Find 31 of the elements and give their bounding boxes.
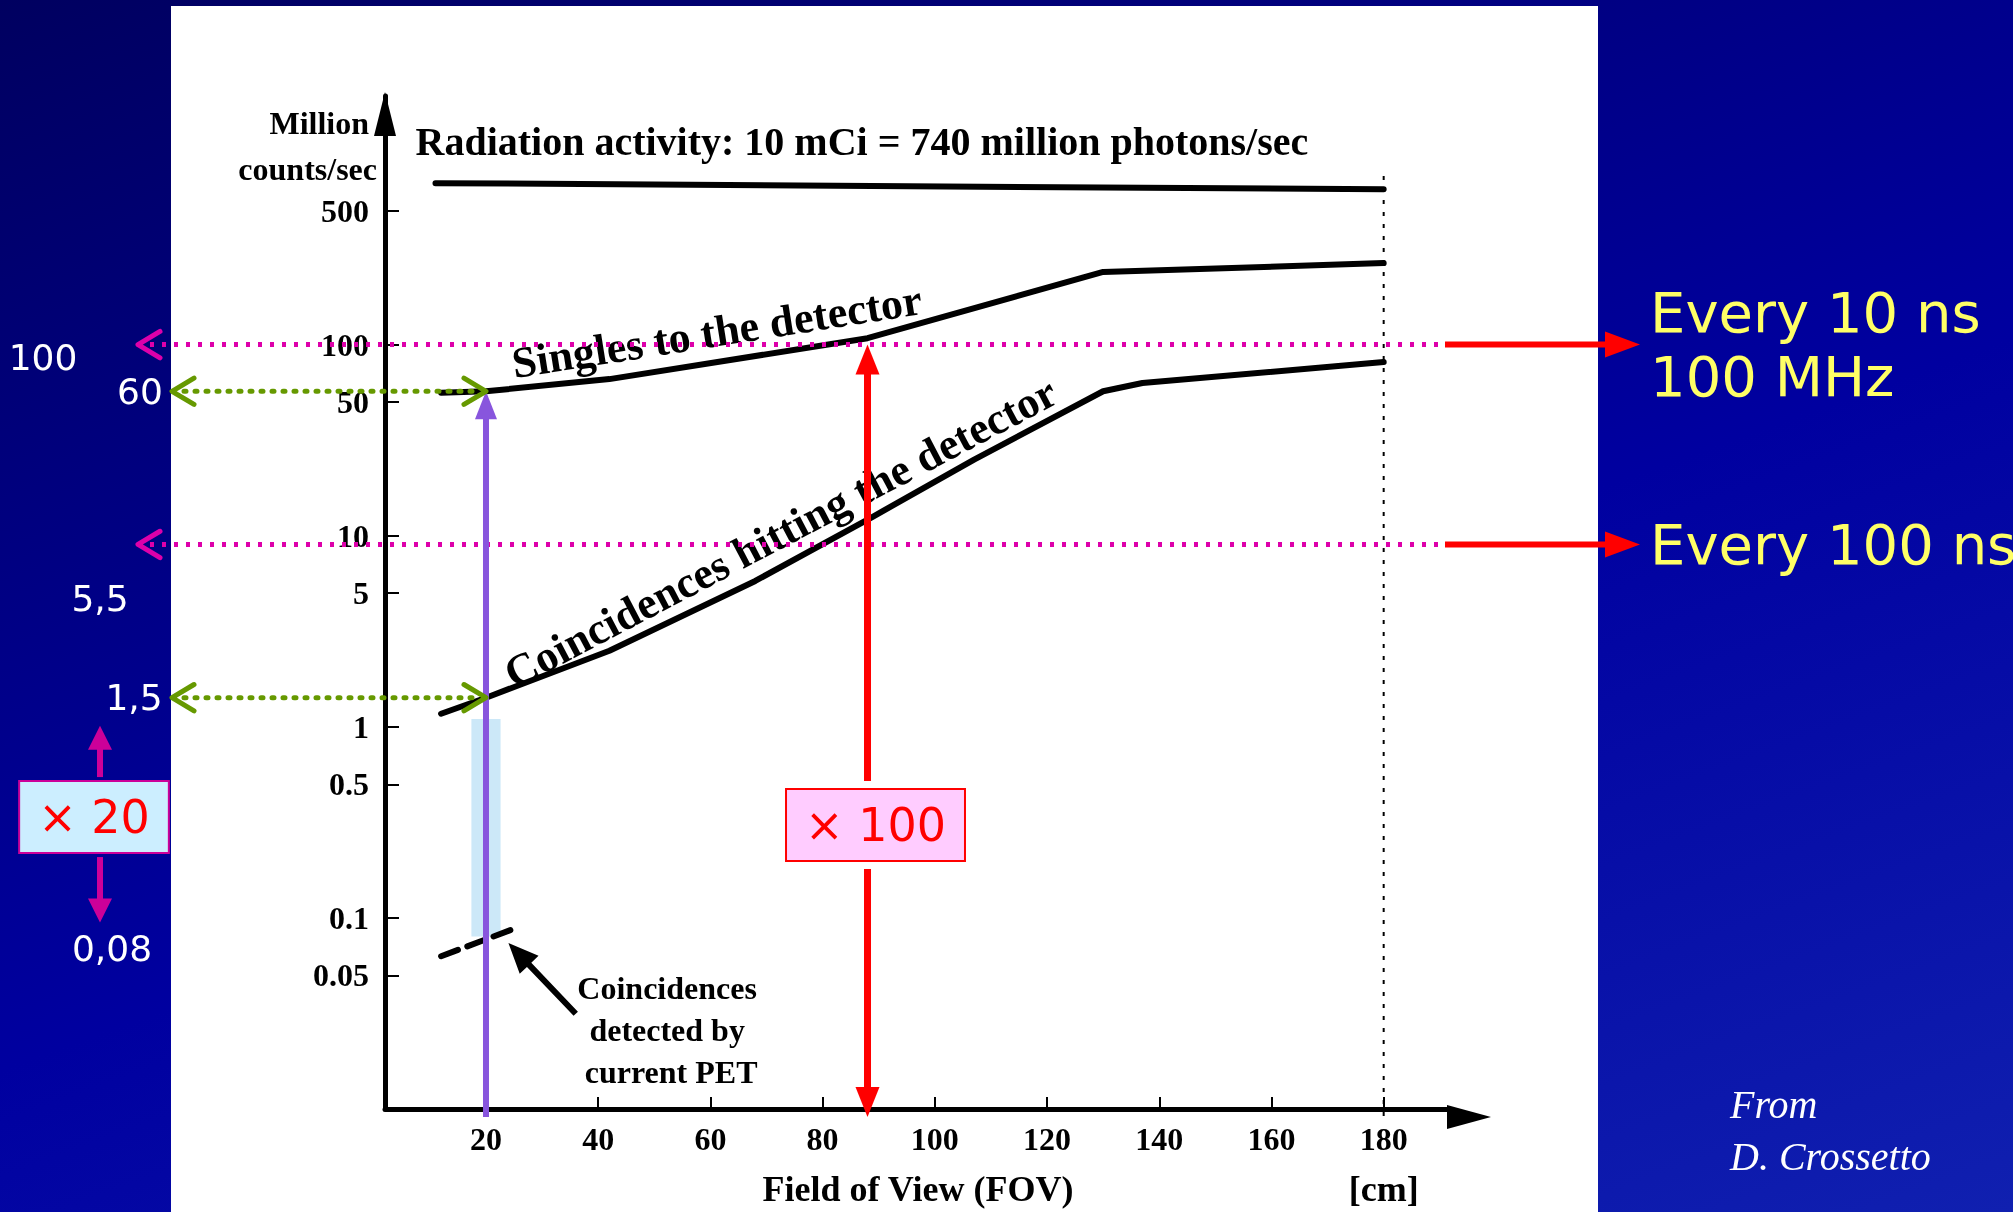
text: From D. Crossetto [1729,1081,1931,1179]
y-tick-label: 500 [321,193,369,230]
x-tick-label: 180 [1359,1121,1408,1157]
annotation: × 100 [805,798,946,853]
annotation: 60 [117,370,163,412]
text: 0,08 [71,927,153,969]
x-tick-label: 40 [582,1121,615,1157]
y-tick-label: 0.1 [329,899,369,936]
text: 100 [8,336,78,378]
x-tick-label: 60 [694,1121,727,1157]
x-tick-label: 20 [469,1121,502,1157]
legend-label: Coincidences detected by current PET [577,969,765,1090]
y-tick-label: 50 [337,384,369,421]
text: Singles to the detector [508,275,926,389]
text: × 20 [38,790,150,845]
annotation: 1,5 [105,677,163,719]
ref-line-label: Every 10 ns 100 MHz [1650,280,1981,410]
x-tick-label: 100 [910,1121,959,1157]
x-axis-title: Field of View (FOV) [762,1169,1074,1209]
y-tick-label: 0.05 [313,957,369,994]
text: 5,5 [71,577,129,619]
y-tick-label: 5 [353,575,369,612]
y-tick-label: 0.5 [329,766,369,803]
legend-label: Radiation activity: 10 mCi = 740 million photons/sec [415,118,1309,164]
y-tick-label: 1 [353,708,369,745]
x-tick-label: 120 [1023,1121,1072,1157]
x-tick-label: 80 [806,1121,839,1157]
y-axis-title: Million counts/sec [238,105,377,187]
x-tick-label: 140 [1135,1121,1184,1157]
x-tick-label: 160 [1247,1121,1296,1157]
text: [cm] [1348,1169,1419,1209]
